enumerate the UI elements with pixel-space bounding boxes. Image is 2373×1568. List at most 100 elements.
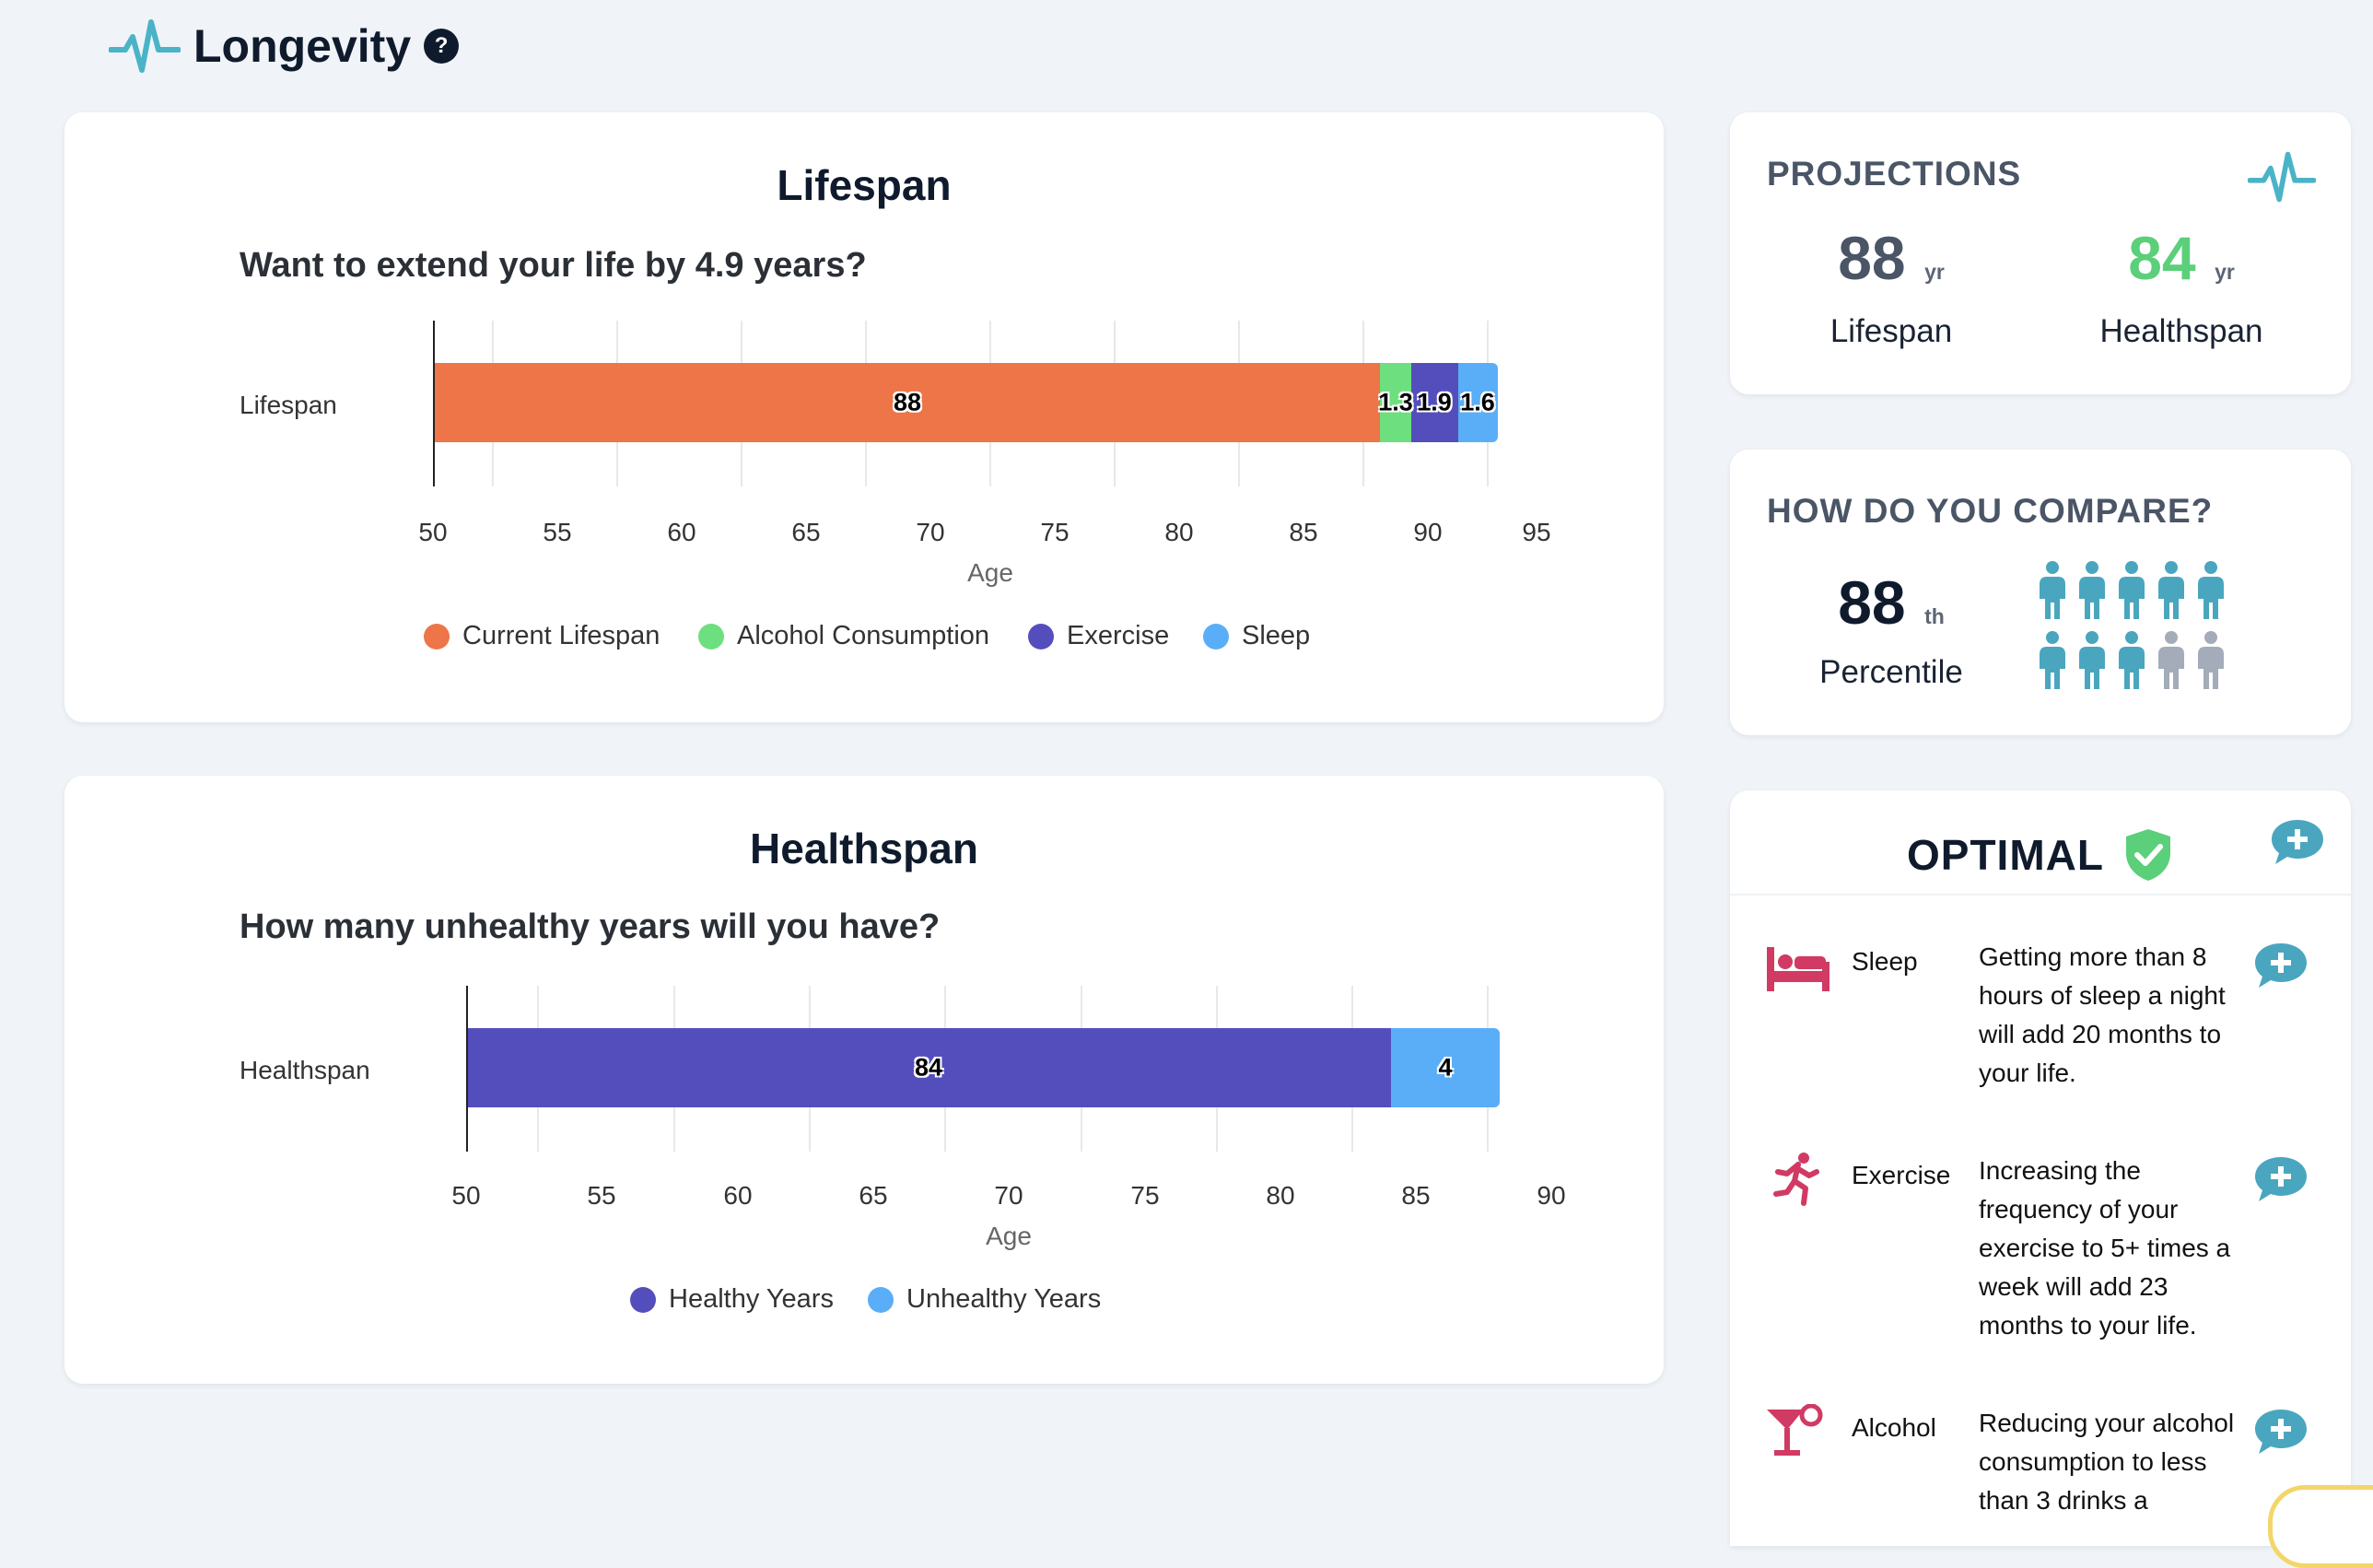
floating-widget-edge[interactable] [2268, 1485, 2373, 1568]
healthspan-tick-label: 80 [1266, 1181, 1295, 1210]
lifespan-tick-label: 75 [1040, 518, 1070, 546]
projections-heading: PROJECTIONS [1767, 155, 2022, 193]
lifespan-tick-label: 95 [1522, 518, 1551, 546]
lifespan-card-title: Lifespan [777, 161, 952, 209]
compare-heading: HOW DO YOU COMPARE? [1767, 492, 2214, 530]
lifespan-tick-label: 60 [667, 518, 696, 546]
lifespan-tick-label: 65 [791, 518, 821, 546]
pulse-icon [109, 19, 181, 73]
lifespan-projection-unit: yr [1924, 260, 1945, 284]
legend-label: Exercise [1067, 621, 1170, 650]
healthspan-y-axis [466, 986, 468, 1152]
healthspan-tick-label: 70 [994, 1181, 1023, 1210]
recommendation-name: Alcohol [1852, 1413, 1936, 1442]
shield-check-icon [2125, 829, 2170, 881]
people-grid [2034, 558, 2246, 706]
person-icon [2198, 631, 2224, 689]
legend-item-current-lifespan[interactable]: Current Lifespan [424, 621, 660, 651]
healthspan-bar-label: 4 [1438, 1053, 1453, 1082]
lifespan-tick-label: 80 [1164, 518, 1194, 546]
page-title: Longevity [193, 20, 412, 72]
lifespan-tick-label: 55 [543, 518, 572, 546]
lifespan-tick-label: 90 [1413, 518, 1443, 546]
chat-plus-icon[interactable] [2253, 942, 2309, 989]
chat-plus-icon[interactable] [2253, 1155, 2309, 1203]
person-icon [2040, 631, 2065, 689]
legend-dot [868, 1286, 894, 1313]
healthspan-tick-label: 75 [1130, 1181, 1160, 1210]
lifespan-bar-exercise[interactable] [1411, 363, 1458, 442]
chat-plus-icon[interactable] [2270, 818, 2325, 866]
lifespan-question: Want to extend your life by 4.9 years? [240, 246, 867, 285]
optimal-header: OPTIMAL [1730, 818, 2351, 892]
healthspan-tick-label: 55 [587, 1181, 616, 1210]
percentile-label: Percentile [1819, 654, 1963, 690]
person-icon [2079, 561, 2105, 619]
running-icon [1773, 1153, 1819, 1206]
app-header: Longevity ? [109, 9, 460, 83]
lifespan-bar-label: 1.6 [1460, 388, 1495, 416]
bed-icon [1767, 947, 1829, 991]
healthspan-projection-label: Healthspan [2099, 313, 2263, 349]
optimal-divider [1730, 894, 2351, 895]
healthspan-bar-healthy[interactable] [468, 1028, 1391, 1107]
lifespan-bar-sleep[interactable] [1458, 363, 1498, 442]
legend-label: Healthy Years [669, 1284, 834, 1314]
recommendation-text: Getting more than 8 hours of sleep a nig… [1979, 942, 2226, 1087]
legend-item-sleep[interactable]: Sleep [1203, 621, 1310, 651]
legend-item-unhealthy-years[interactable]: Unhealthy Years [868, 1284, 1101, 1315]
healthspan-card-title: Healthspan [750, 825, 978, 872]
healthspan-projection-unit: yr [2215, 260, 2235, 284]
recommendation-item-alcohol: Alcohol Reducing your alcohol consumptio… [1730, 1404, 2351, 1542]
legend-label: Sleep [1242, 621, 1311, 650]
person-icon [2158, 561, 2184, 619]
legend-dot [1203, 623, 1229, 649]
healthspan-x-axis-label: Age [986, 1222, 1032, 1250]
person-icon [2119, 561, 2145, 619]
lifespan-card: Lifespan Want to extend your life by 4.9… [64, 112, 1664, 722]
legend-item-exercise[interactable]: Exercise [1028, 621, 1169, 651]
lifespan-plot: 88 1.3 1.9 1.6 [368, 321, 1612, 486]
lifespan-projection-label: Lifespan [1829, 313, 1953, 349]
person-icon [2198, 561, 2224, 619]
lifespan-x-axis-label: Age [967, 558, 1013, 587]
legend-item-healthy-years[interactable]: Healthy Years [630, 1284, 834, 1315]
chat-plus-icon[interactable] [2253, 1408, 2309, 1456]
lifespan-bar-current[interactable] [435, 363, 1380, 442]
lifespan-bar-alcohol[interactable] [1380, 363, 1411, 442]
lifespan-tick-label: 50 [418, 518, 448, 546]
healthspan-tick-label: 85 [1401, 1181, 1431, 1210]
lifespan-bar-label: 1.9 [1417, 388, 1452, 416]
healthspan-plot: 84 4 [402, 986, 1599, 1152]
legend-label: Alcohol Consumption [737, 621, 990, 650]
legend-dot [1028, 623, 1054, 649]
recommendation-text: Increasing the frequency of your exercis… [1979, 1156, 2231, 1340]
optimal-title: OPTIMAL [1907, 831, 2104, 879]
recommendation-text: Reducing your alcohol consumption to les… [1979, 1409, 2235, 1515]
question-circle-icon[interactable]: ? [424, 29, 460, 64]
healthspan-bar-unhealthy[interactable] [1391, 1028, 1500, 1107]
healthspan-bar-label: 84 [914, 1053, 943, 1082]
legend-dot [424, 623, 450, 649]
person-icon [2079, 631, 2105, 689]
lifespan-y-axis [433, 321, 435, 486]
lifespan-projection-value: 88 [1838, 224, 1906, 292]
compare-card: HOW DO YOU COMPARE? 88 th Percentile [1730, 450, 2351, 735]
lifespan-row-label: Lifespan [240, 391, 337, 419]
lifespan-bar-label: 88 [893, 388, 922, 416]
legend-dot [630, 1286, 656, 1313]
person-icon [2119, 631, 2145, 689]
legend-item-alcohol-consumption[interactable]: Alcohol Consumption [698, 621, 989, 651]
person-icon [2158, 631, 2184, 689]
people-icons [2040, 561, 2224, 689]
person-icon [2040, 561, 2065, 619]
lifespan-chart: Lifespan 88 1.3 1.9 1.6 50 55 60 65 70 7… [64, 112, 1664, 722]
recommendation-item-exercise: Exercise Increasing the frequency of you… [1730, 1152, 2351, 1354]
healthspan-question: How many unhealthy years will you have? [240, 907, 941, 946]
pulse-icon [2248, 151, 2316, 203]
healthspan-tick-label: 90 [1537, 1181, 1566, 1210]
lifespan-projection: 88 yr [1767, 223, 2016, 293]
percentile-value-group: 88 th [1767, 568, 2016, 638]
optimal-card: OPTIMAL Sleep Getting more than 8 hours … [1730, 790, 2351, 1546]
lifespan-tick-label: 85 [1289, 518, 1318, 546]
